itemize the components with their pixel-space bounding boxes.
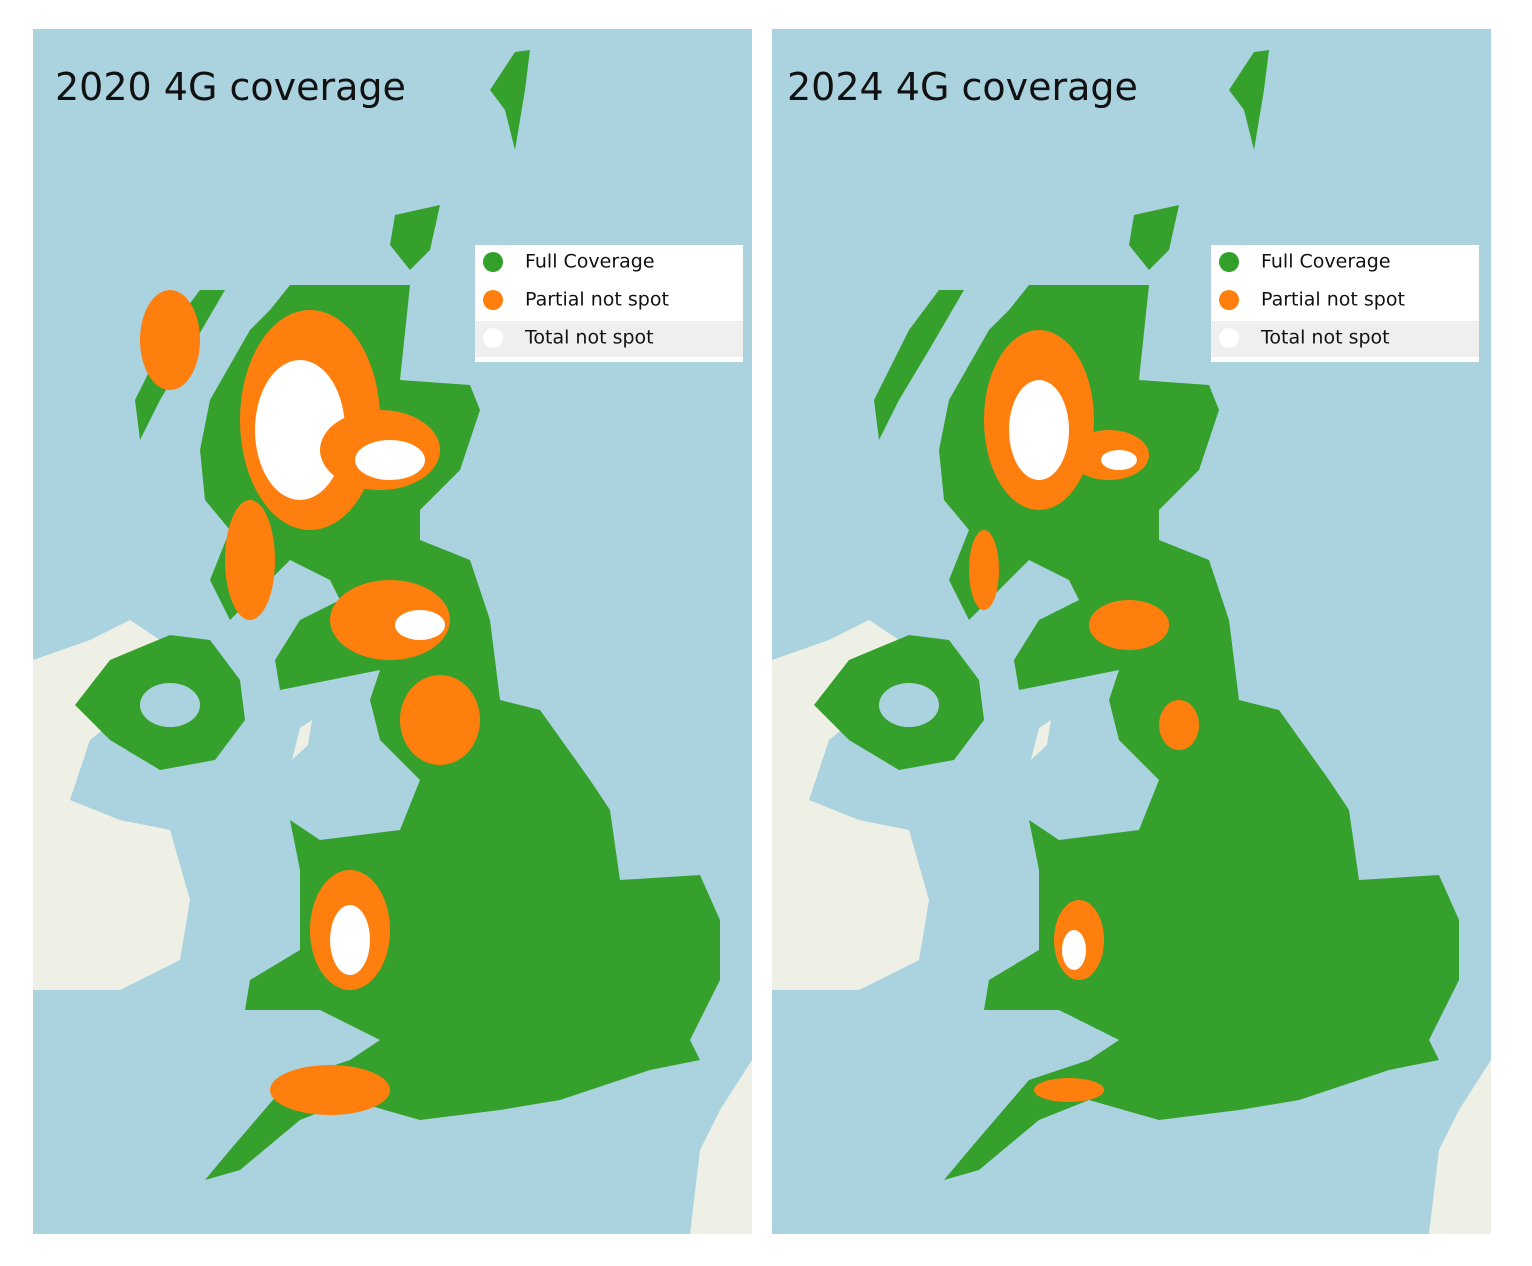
legend-label: Partial not spot [1261,289,1405,311]
legend-swatch [1219,252,1239,272]
legend-label: Total not spot [1260,327,1390,349]
legend-label: Full Coverage [525,251,655,273]
legend-label: Partial not spot [525,289,669,311]
legend-swatch [1219,328,1239,348]
legend-swatch [483,328,503,348]
map-panel: 2024 4G coverage Full Coverage Partial no… [772,29,1491,1234]
panel-title: 2020 4G coverage [55,65,406,109]
legend-row-bg [1211,321,1479,357]
legend-swatch [483,252,503,272]
coverage-gaps [140,290,480,1115]
legend-row-bg [475,321,743,357]
legend-swatch [1219,290,1239,310]
legend-label: Full Coverage [1261,251,1391,273]
coverage-gaps [969,330,1199,1102]
legend: Full Coverage Partial not spot Total not s… [475,245,743,362]
legend-swatch [483,290,503,310]
legend-label: Total not spot [524,327,654,349]
panel-title: 2024 4G coverage [787,65,1138,109]
legend: Full Coverage Partial not spot Total not s… [1211,245,1479,362]
map-panel: 2020 4G coverage Full Coverage Partial no… [33,29,752,1234]
